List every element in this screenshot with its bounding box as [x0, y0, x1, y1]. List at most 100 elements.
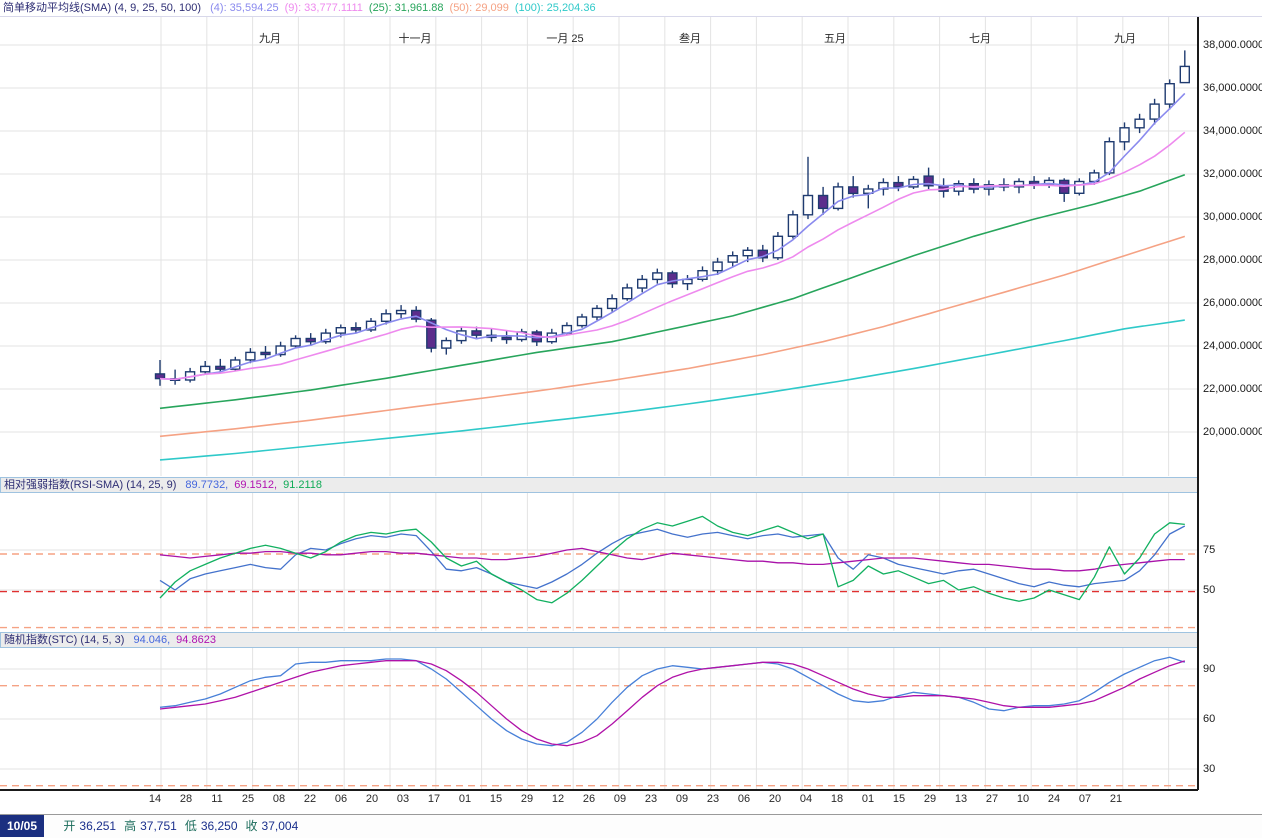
candle-body [397, 311, 406, 314]
date-tick-label: 06 [335, 793, 347, 805]
candle-body [306, 339, 315, 342]
date-tick-label: 15 [893, 793, 905, 805]
date-tick-label: 09 [614, 793, 626, 805]
date-tick-label: 03 [397, 793, 409, 805]
indicator-value: (9): 33,777.1111 [285, 2, 363, 14]
candle-body [246, 352, 255, 360]
time-axis-line [0, 789, 1198, 791]
month-tick-label: 七月 [969, 30, 991, 46]
candle-body [743, 250, 752, 255]
indicator-value: (4): 35,594.25 [210, 2, 279, 14]
date-tick-label: 23 [707, 793, 719, 805]
date-tick-label: 11 [211, 793, 222, 805]
candle-body [156, 374, 165, 379]
candle-body [261, 352, 270, 354]
date-tick-label: 23 [645, 793, 657, 805]
candle-body [291, 339, 300, 347]
sma-values: (4): 35,594.25 (9): 33,777.1111 (25): 31,9… [204, 2, 595, 14]
stc-values: 94.046,94.8623 [127, 634, 215, 646]
axis-tick-label: 34,000.0000 [1203, 125, 1262, 137]
price-axis-line [1197, 17, 1199, 790]
date-tick-label: 10 [1017, 793, 1029, 805]
date-tick-label: 07 [1079, 793, 1091, 805]
rsi-chart[interactable] [0, 493, 1198, 631]
candle-body [698, 271, 707, 280]
candle-body [382, 314, 391, 322]
candle-body [804, 196, 813, 215]
rsi-indicator-header: 相对强弱指数(RSI-SMA) (14, 25, 9) 89.7732, 69.1… [0, 477, 1198, 493]
candle-body [216, 366, 225, 369]
axis-tick-label: 50 [1203, 584, 1215, 596]
date-tick-label: 22 [304, 793, 316, 805]
candle-body [1150, 104, 1159, 119]
stc-title: 随机指数(STC) (14, 5, 3) [4, 634, 124, 646]
candle-body [728, 256, 737, 262]
axis-tick-label: 22,000.0000 [1203, 383, 1262, 395]
candle-body [593, 308, 602, 317]
axis-tick-label: 20,000.0000 [1203, 426, 1262, 438]
indicator-value: 89.7732, [185, 479, 228, 491]
date-tick-label: 29 [924, 793, 936, 805]
date-tick-label: 27 [986, 793, 998, 805]
date-tick-label: 21 [1110, 793, 1122, 805]
candle-body [1165, 84, 1174, 104]
indicator-value: 69.1512, [234, 479, 277, 491]
ohlc-readout: 开36,251高37,751低36,250收37,004 [55, 819, 298, 833]
date-tick-label: 17 [428, 793, 440, 805]
axis-tick-label: 75 [1203, 544, 1215, 556]
indicator-value: (50): 29,099 [450, 2, 509, 14]
month-tick-label: 九月 [259, 30, 281, 46]
date-tick-label: 04 [800, 793, 812, 805]
ohlc-value: 37,004 [262, 819, 299, 833]
axis-tick-label: 30 [1203, 763, 1215, 775]
candle-body [578, 317, 587, 326]
date-tick-label: 24 [1048, 793, 1060, 805]
axis-tick-label: 24,000.0000 [1203, 340, 1262, 352]
ohlc-value: 36,251 [79, 819, 116, 833]
candle-body [201, 366, 210, 371]
date-tick-label: 25 [242, 793, 254, 805]
stc-indicator-header: 随机指数(STC) (14, 5, 3) 94.046,94.8623 [0, 632, 1198, 648]
date-tick-label: 20 [366, 793, 378, 805]
date-tick-label: 29 [521, 793, 533, 805]
stochastic-chart[interactable] [0, 648, 1198, 789]
ohlc-label: 开 [63, 819, 75, 833]
month-tick-label: 叁月 [679, 30, 701, 46]
candle-body [623, 288, 632, 299]
axis-tick-label: 90 [1203, 663, 1215, 675]
date-tick-label: 15 [490, 793, 502, 805]
month-tick-label: 十一月 [399, 30, 432, 46]
indicator-value: (25): 31,961.88 [369, 2, 444, 14]
candle-body [472, 331, 481, 335]
candle-body [894, 183, 903, 187]
candle-body [1075, 182, 1084, 194]
date-tick-label: 09 [676, 793, 688, 805]
candle-body [608, 299, 617, 309]
indicator-value: 94.046, [133, 634, 170, 646]
ohlc-label: 高 [124, 819, 136, 833]
sma-title: 简单移动平均线(SMA) (4, 9, 25, 50, 100) [3, 2, 201, 14]
date-tick-label: 28 [180, 793, 192, 805]
date-tick-label: 13 [955, 793, 967, 805]
indicator-value: 91.2118 [283, 479, 322, 491]
rsi-title: 相对强弱指数(RSI-SMA) (14, 25, 9) [4, 479, 176, 491]
date-tick-label: 12 [552, 793, 564, 805]
axis-tick-label: 28,000.0000 [1203, 254, 1262, 266]
candle-body [1135, 119, 1144, 128]
candle-body [442, 341, 451, 349]
date-tick-label: 06 [738, 793, 750, 805]
candle-body [713, 262, 722, 271]
axis-tick-label: 26,000.0000 [1203, 297, 1262, 309]
candle-body [849, 187, 858, 194]
date-tick-label: 08 [273, 793, 285, 805]
axis-tick-label: 38,000.0000 [1203, 39, 1262, 51]
date-tick-label: 14 [149, 793, 161, 805]
axis-tick-label: 60 [1203, 713, 1215, 725]
month-tick-label: 一月 25 [546, 30, 583, 46]
indicator-value: (100): 25,204.36 [515, 2, 596, 14]
date-tick-label: 20 [769, 793, 781, 805]
candle-body [502, 337, 511, 339]
ohlc-value: 37,751 [140, 819, 177, 833]
candlestick-chart[interactable] [0, 17, 1198, 476]
status-date-badge: 10/05 [0, 815, 44, 837]
